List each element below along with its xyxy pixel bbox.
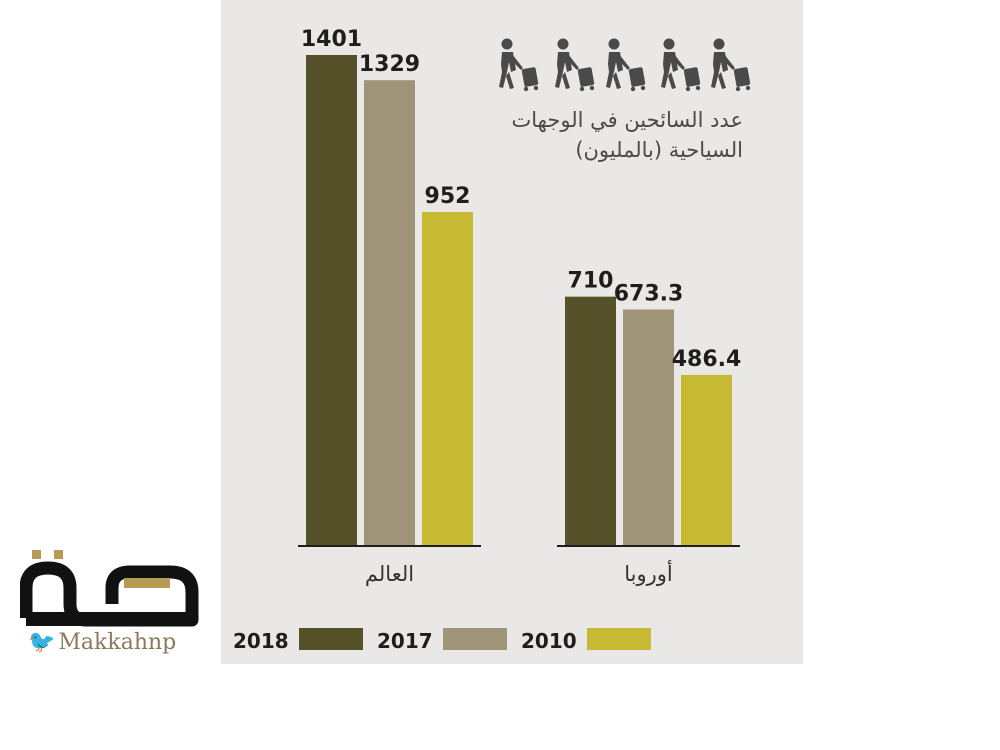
data-label: 1401 [301, 27, 362, 52]
bar [681, 374, 732, 545]
traveler-with-luggage-icon [499, 38, 539, 92]
logo-handle-text: Makkahnp [58, 630, 177, 655]
makkah-logo [20, 550, 199, 627]
bar [364, 80, 415, 546]
logo-handle: 🐦 Makkahnp [28, 630, 176, 655]
legend-label: 2017 [377, 629, 433, 653]
legend-label: 2010 [521, 629, 577, 653]
legend-label: 2018 [233, 629, 289, 653]
data-label: 486.4 [672, 347, 742, 372]
bar [422, 212, 473, 545]
chart-title-line-2: السياحية (بالمليون) [575, 138, 743, 162]
data-label: 710 [568, 269, 614, 294]
data-label: 952 [425, 184, 471, 209]
legend-swatch [587, 628, 651, 650]
data-label: 1329 [359, 52, 420, 77]
category-label: أوروبا [624, 560, 673, 586]
traveler-with-luggage-icon [555, 38, 595, 92]
category-label: العالم [365, 562, 414, 587]
bar [623, 309, 674, 545]
legend-swatch [299, 628, 363, 650]
chart-title-line-1: عدد السائحين في الوجهات [511, 108, 743, 132]
twitter-bird-icon: 🐦 [28, 630, 56, 655]
traveler-with-luggage-icon [711, 38, 751, 92]
traveler-with-luggage-icon [661, 38, 701, 92]
bar [565, 296, 616, 545]
legend-swatch [443, 628, 507, 650]
chart-panel: 1401 1329 952 العالم 710 673.3 486.4 أوروبا 2018… [221, 0, 803, 664]
traveler-with-luggage-icon [606, 38, 646, 92]
data-label: 673.3 [614, 282, 684, 307]
bar [306, 55, 357, 545]
